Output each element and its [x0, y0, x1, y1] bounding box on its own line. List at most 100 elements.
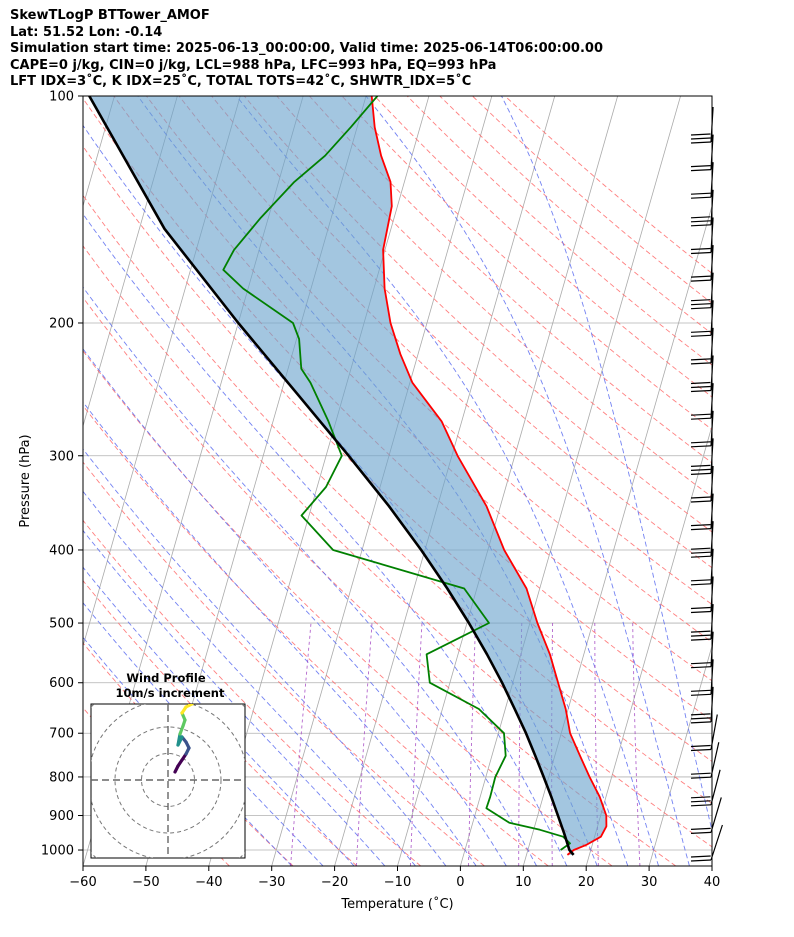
- wind-barb: [690, 106, 714, 144]
- y-tick-label: 900: [49, 809, 74, 824]
- barb-flag: [690, 859, 712, 862]
- barb-staff: [710, 714, 718, 750]
- wind-barb: [690, 604, 714, 641]
- wind-barb: [690, 576, 714, 614]
- barb-flag: [690, 713, 711, 716]
- index-line: LFT IDX=3˚C, K IDX=25˚C, TOTAL TOTS=42˚C…: [10, 74, 472, 89]
- barb-staff: [710, 189, 714, 225]
- wind-barb: [690, 686, 714, 724]
- y-tick-label: 1000: [41, 844, 74, 859]
- barb-flag: [690, 831, 712, 834]
- barb-staff: [710, 521, 714, 557]
- chart-header: SkewTLogP BTTower_AMOF Lat: 51.52 Lon: -…: [10, 8, 790, 91]
- barb-flag: [690, 827, 711, 830]
- barb-flag: [690, 693, 712, 696]
- wind-barb: [690, 493, 714, 531]
- barb-flag: [690, 389, 712, 393]
- barb-flag: [690, 413, 711, 416]
- barb-flag: [690, 251, 712, 255]
- wind-barb: [690, 521, 714, 558]
- barb-staff: [710, 797, 722, 833]
- barb-flag: [690, 855, 711, 858]
- barb-flag: [690, 776, 712, 779]
- barb-flag: [690, 275, 711, 278]
- wind-barb: [690, 714, 718, 752]
- wind-barbs: [690, 106, 723, 862]
- isotherm-line: [648, 644, 712, 866]
- barb-staff: [710, 300, 714, 336]
- barb-flag: [690, 303, 711, 306]
- wind-barb: [690, 217, 714, 255]
- wind-barb: [690, 410, 714, 448]
- wind-barb: [690, 162, 714, 199]
- barb-staff: [710, 659, 714, 695]
- dry-adiabat: [211, 96, 712, 569]
- x-tick-label: 0: [456, 875, 464, 890]
- barb-flag: [690, 606, 711, 610]
- moist-adiabat: [83, 348, 507, 866]
- mixing-ratio-line: [409, 622, 423, 866]
- barb-flag: [690, 133, 711, 136]
- isotherm-line: [397, 96, 619, 866]
- barb-flag: [690, 307, 712, 310]
- y-tick-label: 100: [49, 90, 74, 105]
- mixing-ratio-line: [468, 622, 477, 866]
- barb-flag: [690, 472, 712, 475]
- location-line: Lat: 51.52 Lon: -0.14: [10, 24, 163, 40]
- wind-barb: [690, 797, 722, 834]
- barb-flag: [690, 137, 711, 140]
- wind-barb: [690, 383, 714, 420]
- barb-flag: [690, 748, 712, 752]
- barb-flag: [690, 141, 712, 144]
- barb-staff: [710, 604, 714, 640]
- barb-flag: [690, 299, 711, 302]
- barb-flag: [690, 547, 711, 550]
- wind-barb: [690, 438, 714, 475]
- wind-barb: [690, 355, 714, 393]
- dry-adiabat: [83, 579, 358, 866]
- barb-staff: [710, 327, 714, 363]
- barb-flag: [690, 464, 711, 467]
- mixing-ratio-line: [290, 622, 312, 866]
- barb-staff: [710, 383, 714, 419]
- barb-flag: [690, 441, 711, 444]
- hodograph-plot: [91, 704, 245, 858]
- barb-flag: [690, 247, 711, 251]
- wind-barb: [690, 659, 714, 696]
- barb-flag: [690, 800, 711, 803]
- barb-flag: [690, 362, 712, 365]
- barb-flag: [690, 279, 712, 282]
- dry-adiabat: [439, 96, 712, 335]
- barb-flag: [690, 358, 711, 361]
- x-tick-label: −60: [69, 875, 96, 890]
- wind-barb: [690, 631, 714, 669]
- isotherm-line: [711, 864, 712, 866]
- barb-flag: [690, 496, 711, 499]
- barb-staff: [710, 824, 723, 861]
- y-tick-label: 500: [49, 617, 74, 632]
- wind-barb: [690, 742, 720, 779]
- wind-barb: [690, 465, 714, 503]
- barb-flag: [690, 169, 712, 172]
- hodograph-subtitle: 10m/s increment: [116, 686, 225, 700]
- x-tick-label: 20: [578, 875, 595, 890]
- barb-staff: [710, 134, 714, 170]
- barb-staff: [710, 162, 714, 198]
- wind-barb: [690, 769, 721, 807]
- cape-line: CAPE=0 j/kg, CIN=0 j/kg, LCL=988 hPa, LF…: [10, 57, 497, 73]
- wind-barb: [690, 300, 714, 337]
- dry-adiabat: [83, 461, 485, 866]
- dry-adiabat: [83, 245, 712, 848]
- barb-staff: [710, 410, 714, 446]
- x-tick-label: −20: [321, 875, 348, 890]
- barb-staff: [710, 217, 714, 253]
- barb-flag: [690, 772, 711, 775]
- barb-flag: [690, 524, 711, 527]
- barb-staff: [710, 106, 714, 143]
- dry-adiabat: [83, 519, 421, 866]
- moist-adiabat: [83, 401, 477, 866]
- dry-adiabat: [83, 350, 613, 866]
- y-tick-label: 600: [49, 676, 74, 691]
- x-tick-label: 40: [704, 875, 721, 890]
